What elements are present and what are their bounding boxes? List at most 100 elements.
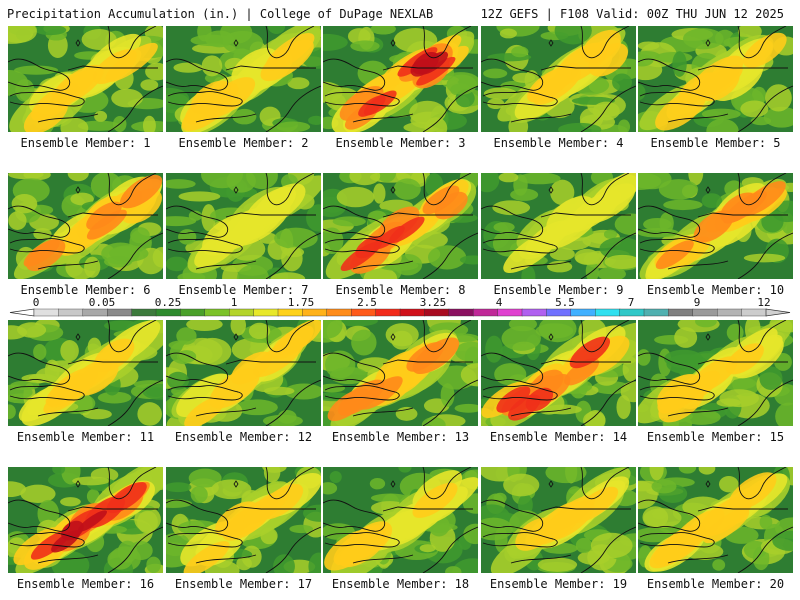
colorbar-tick-label: 0.25 — [154, 296, 182, 309]
precip-field — [638, 467, 793, 573]
member-label: Ensemble Member: 17 — [174, 577, 313, 591]
member-label: Ensemble Member: 9 — [493, 283, 624, 297]
colorbar-swatch — [424, 308, 450, 317]
colorbar-tick-label: 0.05 — [88, 296, 116, 309]
colorbar-tick-label: 9 — [693, 296, 701, 309]
member-map-panel — [323, 320, 478, 426]
colorbar-tick-label: 12 — [757, 296, 771, 309]
colorbar-swatch — [741, 308, 767, 317]
member-map-panel — [166, 26, 321, 132]
product-title: Precipitation Accumulation (in.) | Colle… — [7, 7, 434, 21]
colorbar-swatch — [448, 308, 474, 317]
colorbar-tick-label: 5.5 — [555, 296, 575, 309]
colorbar-swatch — [253, 308, 279, 317]
member-map-panel — [481, 467, 636, 573]
precip-field — [166, 26, 321, 132]
precip-field — [8, 467, 163, 573]
member-label: Ensemble Member: 7 — [178, 283, 309, 297]
precip-field — [481, 26, 636, 132]
member-label: Ensemble Member: 14 — [489, 430, 628, 444]
member-map-panel — [166, 173, 321, 279]
member-map-panel — [638, 173, 793, 279]
member-label: Ensemble Member: 19 — [489, 577, 628, 591]
colorbar-swatch — [180, 308, 206, 317]
colorbar-tick-label: 1 — [230, 296, 238, 309]
member-label: Ensemble Member: 6 — [20, 283, 151, 297]
precip-field — [323, 467, 478, 573]
colorbar-swatch — [497, 308, 523, 317]
colorbar-swatch — [717, 308, 743, 317]
colorbar-swatch — [131, 308, 157, 317]
colorbar-swatch — [668, 308, 694, 317]
member-label: Ensemble Member: 11 — [16, 430, 155, 444]
colorbar-swatch — [33, 308, 60, 317]
colorbar-swatch — [643, 308, 670, 317]
colorbar-swatch — [58, 308, 84, 317]
member-label: Ensemble Member: 8 — [335, 283, 466, 297]
member-map-panel — [638, 320, 793, 426]
member-map-panel — [8, 320, 163, 426]
colorbar-tick-label: 1.75 — [287, 296, 315, 309]
precip-field — [166, 467, 321, 573]
colorbar-tick-label: 7 — [627, 296, 635, 309]
precip-field — [166, 173, 321, 279]
colorbar-tick-labels: 0 0.05 0.25 1 1.75 2.5 3.25 4 5.5 7 9 12 — [0, 296, 800, 309]
member-map-panel — [166, 467, 321, 573]
precip-field — [638, 173, 793, 279]
colorbar-swatch — [204, 308, 230, 317]
member-map-panel — [481, 26, 636, 132]
model-valid-time: 12Z GEFS | F108 Valid: 00Z THU JUN 12 20… — [480, 7, 784, 21]
member-label: Ensemble Member: 3 — [335, 136, 466, 150]
member-label: Ensemble Member: 13 — [331, 430, 470, 444]
colorbar-swatch — [155, 308, 182, 317]
member-label: Ensemble Member: 5 — [650, 136, 781, 150]
colorbar-swatch — [595, 308, 621, 317]
colorbar-swatch — [375, 308, 401, 317]
precipitation-colorbar — [9, 308, 791, 317]
colorbar-swatch — [228, 308, 255, 317]
member-label: Ensemble Member: 12 — [174, 430, 313, 444]
colorbar-swatch — [570, 308, 596, 317]
colorbar-min-arrow — [9, 308, 35, 317]
colorbar-tick-label: 4 — [495, 296, 503, 309]
colorbar-swatch — [326, 308, 352, 317]
member-label: Ensemble Member: 18 — [331, 577, 470, 591]
member-map-panel — [481, 320, 636, 426]
colorbar-swatch — [82, 308, 108, 317]
member-label: Ensemble Member: 4 — [493, 136, 624, 150]
colorbar-swatch — [546, 308, 572, 317]
precip-field — [323, 26, 478, 132]
colorbar-swatch — [692, 308, 718, 317]
precip-field — [323, 320, 478, 426]
precip-field — [481, 173, 636, 279]
precip-field — [8, 320, 163, 426]
colorbar-tick-label: 3.25 — [419, 296, 447, 309]
colorbar-tick-label: 0 — [32, 296, 40, 309]
member-map-panel — [638, 26, 793, 132]
precip-field — [481, 467, 636, 573]
precip-field — [638, 26, 793, 132]
member-label: Ensemble Member: 10 — [646, 283, 785, 297]
colorbar-swatch — [473, 308, 499, 317]
precip-field — [638, 320, 793, 426]
member-map-panel — [323, 467, 478, 573]
colorbar-tick-label: 2.5 — [357, 296, 377, 309]
member-map-panel — [8, 26, 163, 132]
member-label: Ensemble Member: 15 — [646, 430, 785, 444]
member-map-panel — [8, 467, 163, 573]
precip-field — [481, 320, 636, 426]
member-map-panel — [638, 467, 793, 573]
colorbar-swatch — [619, 308, 645, 317]
colorbar-swatch — [106, 308, 133, 317]
member-map-panel — [481, 173, 636, 279]
colorbar-swatch — [302, 308, 328, 317]
header-bar: Precipitation Accumulation (in.) | Colle… — [0, 0, 800, 24]
member-label: Ensemble Member: 1 — [20, 136, 151, 150]
member-map-panel — [323, 173, 478, 279]
colorbar-swatch — [351, 308, 377, 317]
colorbar-max-arrow — [765, 308, 791, 317]
member-label: Ensemble Member: 20 — [646, 577, 785, 591]
member-map-panel — [166, 320, 321, 426]
colorbar-swatch — [277, 308, 304, 317]
precip-field — [8, 26, 163, 132]
